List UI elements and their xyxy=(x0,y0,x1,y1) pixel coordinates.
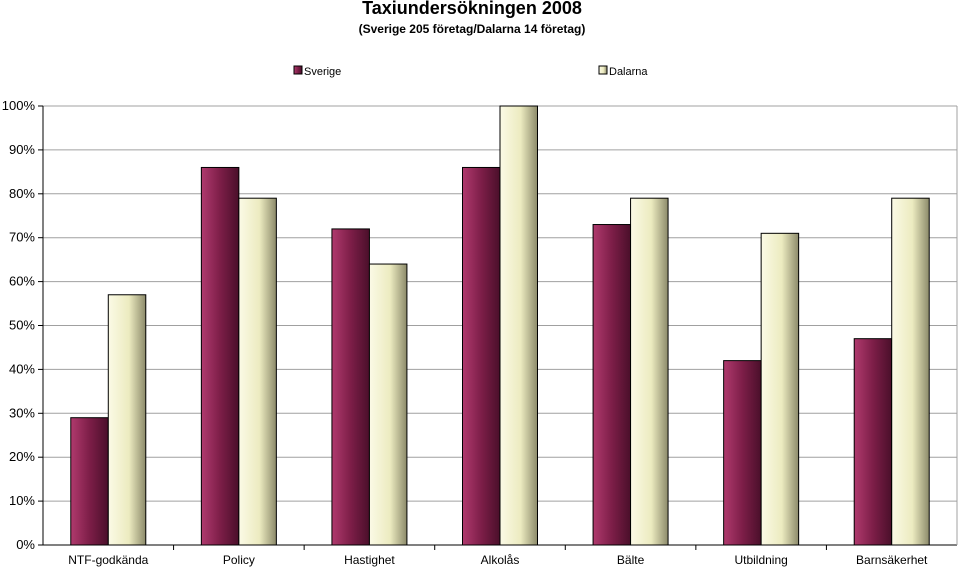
bar-dalarna xyxy=(499,105,538,546)
bar-dalarna xyxy=(107,294,147,546)
bar-sverige xyxy=(723,360,762,546)
bar-dalarna xyxy=(760,232,800,546)
bar-sverige xyxy=(331,228,370,546)
bar-sverige xyxy=(70,417,109,546)
bar-sverige xyxy=(592,224,632,546)
y-tick-label: 40% xyxy=(9,361,35,376)
chart-title: Taxiundersökningen 2008 xyxy=(362,0,582,18)
x-tick-label: Alkolås xyxy=(481,553,520,567)
x-tick-label: Utbildning xyxy=(734,553,787,567)
x-tick-label: Bälte xyxy=(617,553,645,567)
x-tick-label: Barnsäkerhet xyxy=(856,553,928,567)
chart-subtitle: (Sverige 205 företag/Dalarna 14 företag) xyxy=(358,22,586,36)
legend-swatch xyxy=(293,65,303,75)
bar-dalarna xyxy=(238,197,277,546)
x-tick-label: Policy xyxy=(223,553,255,567)
y-tick-label: 20% xyxy=(9,449,35,464)
y-tick-label: 90% xyxy=(9,142,35,157)
y-tick-label: 80% xyxy=(9,186,35,201)
y-tick-label: 100% xyxy=(2,98,36,113)
bar-sverige xyxy=(462,166,501,546)
bar-dalarna xyxy=(891,197,930,546)
bar-dalarna xyxy=(630,197,669,546)
y-tick-label: 10% xyxy=(9,493,35,508)
y-tick-label: 60% xyxy=(9,274,35,289)
bar-sverige xyxy=(853,338,893,546)
y-tick-label: 50% xyxy=(9,318,35,333)
x-tick-label: NTF-godkända xyxy=(68,553,148,567)
legend-swatch xyxy=(598,65,608,75)
y-tick-label: 0% xyxy=(16,537,35,552)
y-tick-label: 30% xyxy=(9,405,35,420)
legend-label: Sverige xyxy=(304,66,341,78)
y-tick-label: 70% xyxy=(9,230,35,245)
bar-dalarna xyxy=(368,263,408,546)
bar-sverige xyxy=(200,166,240,546)
x-tick-label: Hastighet xyxy=(344,553,395,567)
legend-label: Dalarna xyxy=(609,66,648,78)
